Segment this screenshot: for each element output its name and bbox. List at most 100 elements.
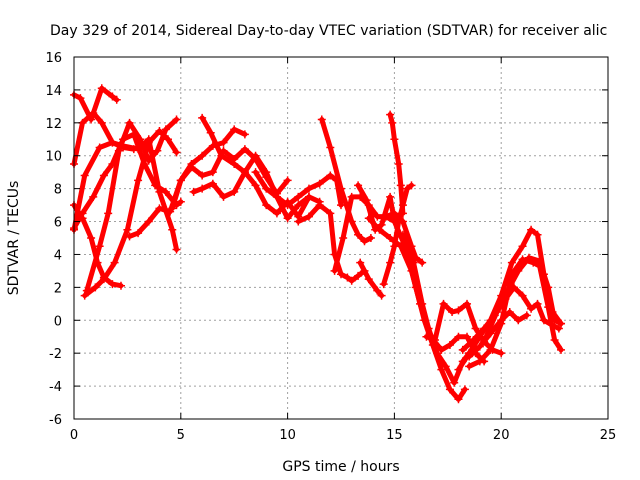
data-point <box>198 171 207 180</box>
y-tick-label: 0 <box>54 314 62 329</box>
data-point <box>198 113 207 122</box>
data-point <box>454 395 463 404</box>
data-point <box>125 118 134 127</box>
x-tick-label: 10 <box>279 428 296 443</box>
data-point <box>430 336 439 345</box>
data-point <box>251 151 260 160</box>
data-point <box>386 110 395 119</box>
data-point <box>230 125 239 134</box>
data-point <box>354 230 363 239</box>
data-point <box>450 378 459 387</box>
data-point <box>381 212 390 221</box>
data-point <box>125 232 134 241</box>
chart-title: Day 329 of 2014, Sidereal Day-to-day VTE… <box>50 23 607 39</box>
data-point <box>144 156 153 165</box>
data-point <box>460 385 469 394</box>
data-point <box>134 176 143 185</box>
data-point <box>326 171 335 180</box>
x-tick-label: 15 <box>386 428 403 443</box>
data-point <box>97 118 106 127</box>
data-point <box>337 201 345 210</box>
data-point <box>262 168 271 177</box>
data-point <box>187 163 196 172</box>
data-point <box>503 286 512 295</box>
data-point <box>240 168 249 177</box>
data-point <box>398 209 407 218</box>
data-point <box>557 319 566 328</box>
data-point <box>550 336 559 345</box>
data-point <box>251 168 260 177</box>
data-point <box>463 332 472 341</box>
data-point <box>219 138 228 147</box>
data-point <box>189 187 198 196</box>
data-point <box>330 266 339 275</box>
y-tick-label: 2 <box>54 281 62 296</box>
data-point <box>390 217 399 226</box>
data-point <box>97 84 106 93</box>
data-point <box>454 365 463 374</box>
data-point <box>379 280 388 289</box>
data-point <box>144 138 153 147</box>
data-point <box>176 197 185 206</box>
data-point <box>95 143 104 152</box>
data-point <box>217 151 226 160</box>
data-point <box>514 266 523 275</box>
data-point <box>465 352 474 361</box>
data-point <box>527 225 536 234</box>
y-tick-label: 4 <box>54 248 62 263</box>
data-point <box>463 299 472 308</box>
data-point <box>89 108 98 117</box>
data-point <box>418 299 427 308</box>
data-point <box>198 184 207 193</box>
data-point <box>469 336 478 345</box>
data-point <box>294 192 303 201</box>
data-point <box>283 214 292 223</box>
data-point <box>507 258 516 267</box>
data-point <box>375 225 384 234</box>
data-point <box>153 146 162 155</box>
data-point <box>398 230 407 239</box>
series-layer <box>70 84 566 404</box>
y-tick-label: 6 <box>54 216 62 231</box>
data-point <box>514 316 523 325</box>
data-point <box>168 204 177 213</box>
data-point <box>262 201 271 210</box>
data-point <box>82 286 91 295</box>
data-point <box>80 171 89 180</box>
data-point <box>155 204 164 213</box>
data-point <box>544 283 553 292</box>
data-point <box>386 234 395 242</box>
data-point <box>377 220 386 229</box>
y-tick-label: -6 <box>49 413 62 428</box>
data-point <box>475 342 484 351</box>
y-tick-label: -4 <box>49 380 62 395</box>
plot-frame <box>73 56 609 420</box>
x-tick-label: 25 <box>600 428 617 443</box>
data-point <box>219 192 228 201</box>
data-point <box>388 118 397 127</box>
data-point <box>161 125 170 134</box>
x-tick-label: 20 <box>493 428 510 443</box>
data-point <box>134 229 143 238</box>
data-point <box>441 362 450 371</box>
data-point <box>208 168 217 177</box>
data-point <box>87 234 96 242</box>
data-point <box>524 253 533 262</box>
data-point <box>418 258 427 267</box>
series-line-10 <box>191 153 312 221</box>
data-point <box>317 115 326 124</box>
data-point <box>155 127 164 136</box>
data-point <box>554 324 563 333</box>
data-point <box>104 209 113 218</box>
data-point <box>114 146 123 155</box>
data-point <box>557 345 566 354</box>
series-line-17 <box>357 260 385 299</box>
data-point <box>294 217 303 226</box>
y-axis-label: SDTVAR / TECUs <box>6 181 22 296</box>
data-point <box>364 214 373 223</box>
data-point <box>304 212 313 221</box>
data-point <box>533 230 542 239</box>
data-point <box>230 159 239 168</box>
data-point <box>360 237 369 246</box>
data-point <box>373 286 382 295</box>
